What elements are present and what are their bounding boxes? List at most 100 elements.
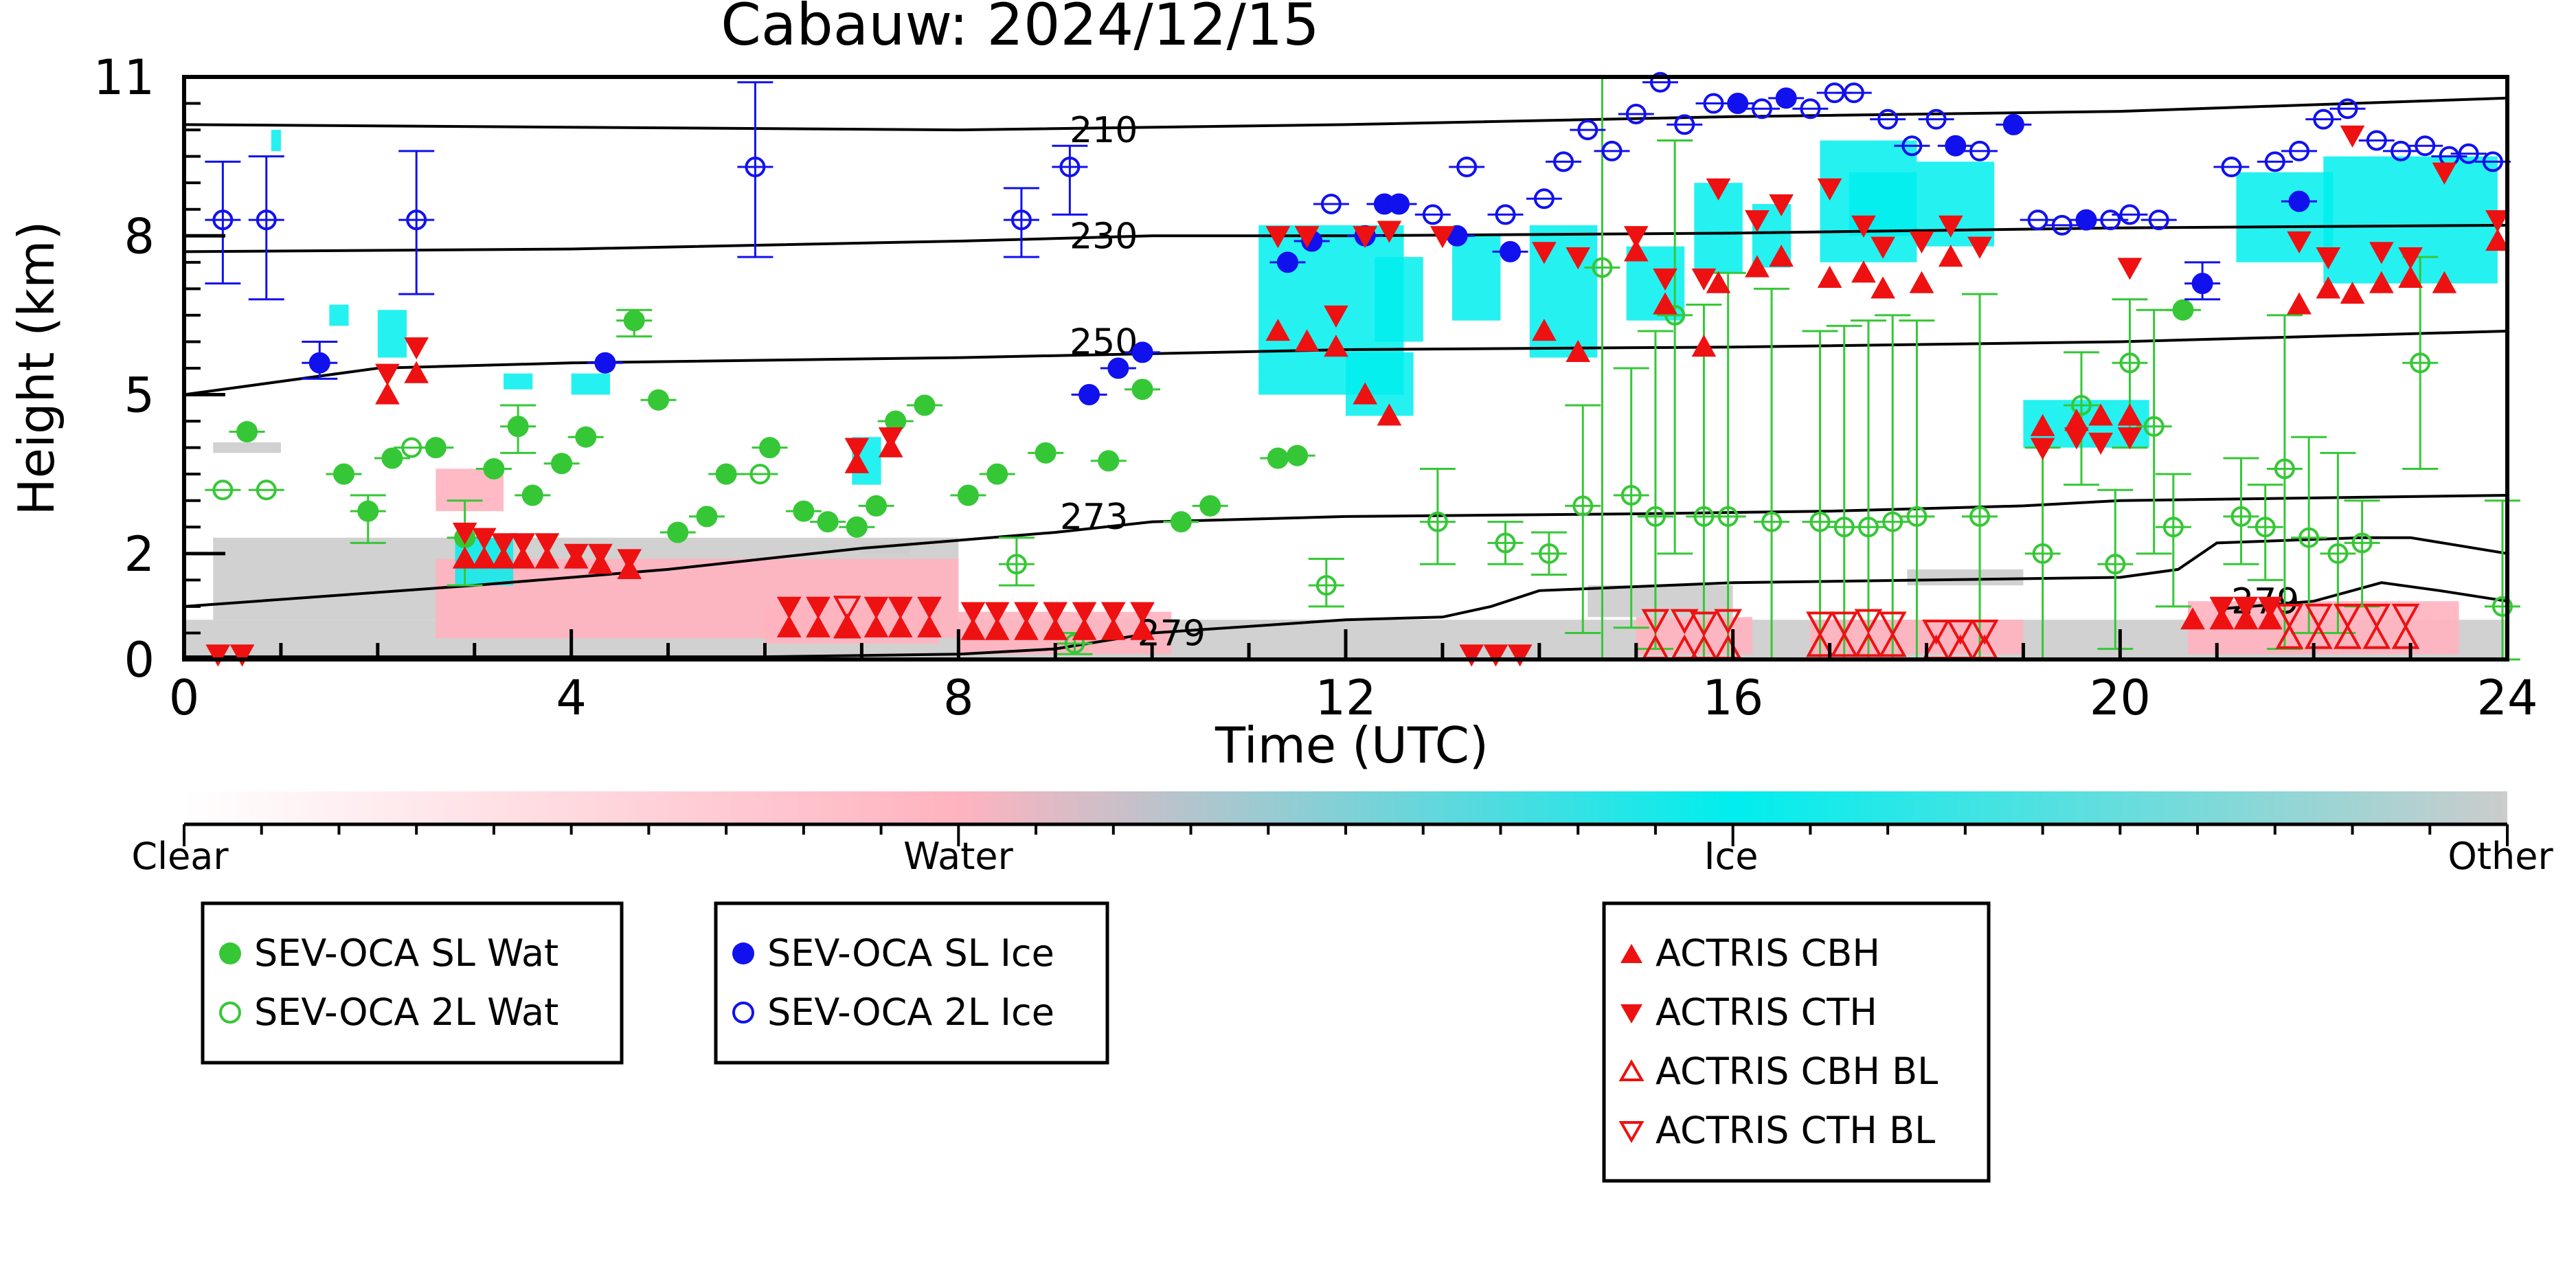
actris-cbh-point bbox=[2180, 607, 2205, 630]
sev-oca-2l-ice-point bbox=[1533, 188, 1555, 210]
sev-oca-2l-ice-point bbox=[2390, 140, 2411, 161]
sev-oca-2l-wat-point bbox=[1645, 506, 1666, 527]
actris-cbh-point bbox=[1100, 618, 1126, 640]
actris-cbh-point bbox=[404, 361, 429, 383]
actris-cth-bl-point bbox=[1946, 620, 1975, 645]
actris-cth-point bbox=[452, 522, 477, 545]
sev-oca-sl-wat-point bbox=[521, 484, 543, 506]
actris-cth-point bbox=[1851, 215, 1876, 238]
actris-cbh-point bbox=[1130, 618, 1155, 640]
sev-oca-2l-wat-point bbox=[2032, 543, 2053, 564]
actris-cbh-point bbox=[1623, 239, 1649, 262]
actris-cth-point bbox=[1507, 644, 1533, 667]
actris-cth-bl-point bbox=[1970, 620, 1999, 645]
sev-oca-2l-wat-point bbox=[1064, 633, 1085, 654]
legend-label-2l-ice: SEV-OCA 2L Ice bbox=[767, 991, 1054, 1034]
sev-oca-sl-ice-point bbox=[1500, 240, 1522, 262]
actris-cth-point bbox=[2398, 247, 2423, 270]
sev-oca-2l-ice-point bbox=[256, 210, 277, 231]
actris-cbh-point bbox=[375, 382, 400, 405]
legends: SEV-OCA SL Wat SEV-OCA 2L Wat SEV-OCA SL… bbox=[201, 901, 1991, 1183]
sev-oca-2l-wat-point bbox=[1809, 511, 1831, 532]
sev-oca-2l-wat-point bbox=[1664, 304, 1686, 326]
legend-marker-cbh-bl bbox=[1618, 1059, 1645, 1081]
actris-cth-point bbox=[2233, 596, 2259, 619]
y-tick-label: 0 bbox=[124, 632, 155, 688]
actris-cbh-point bbox=[984, 618, 1010, 640]
actris-cth-point bbox=[2088, 432, 2113, 455]
actris-cth-point bbox=[617, 549, 642, 572]
actris-cbh-point bbox=[844, 451, 870, 473]
actris-cbh-bl-point bbox=[1806, 631, 1834, 657]
actris-cth-point bbox=[863, 596, 889, 619]
actris-cbh-point bbox=[1377, 403, 1402, 426]
legend-label-cbh: ACTRIS CBH bbox=[1656, 931, 1880, 975]
colorbar-label-other: Other bbox=[2448, 835, 2553, 878]
sev-oca-sl-ice-point bbox=[1775, 87, 1797, 109]
sev-oca-sl-wat-point bbox=[817, 511, 839, 533]
sev-oca-2l-wat-point bbox=[2255, 517, 2276, 538]
sev-oca-sl-wat-point bbox=[957, 484, 979, 506]
actris-cth-bl-point bbox=[833, 596, 861, 622]
sev-oca-sl-wat-point bbox=[1131, 379, 1153, 400]
actris-cbh-point bbox=[1014, 618, 1039, 640]
sev-oca-2l-ice-point bbox=[745, 157, 766, 178]
series-layer bbox=[205, 71, 2520, 667]
colorbar-ticks bbox=[183, 824, 2509, 846]
sev-oca-sl-wat-point bbox=[1267, 447, 1289, 469]
legend-ice-frame bbox=[714, 901, 1109, 1065]
actris-cth-point bbox=[1130, 602, 1155, 624]
plot-area: 210230250273279279 bbox=[182, 71, 2520, 667]
legend-label-sl-wat: SEV-OCA SL Wat bbox=[254, 931, 558, 975]
sev-oca-2l-wat-point bbox=[2119, 352, 2140, 374]
sev-oca-2l-ice-point bbox=[1751, 98, 1772, 120]
actris-cth-point bbox=[1014, 602, 1039, 624]
sev-oca-2l-ice-point bbox=[2100, 210, 2121, 231]
sev-oca-2l-wat-point bbox=[401, 437, 422, 458]
actris-cbh-point bbox=[1938, 245, 1963, 267]
sev-oca-2l-ice-point bbox=[1925, 109, 1947, 130]
sev-oca-2l-wat-point bbox=[749, 464, 771, 485]
actris-cbh-point bbox=[1691, 335, 1717, 357]
sev-oca-sl-wat-point bbox=[696, 506, 718, 528]
legend-water-frame bbox=[201, 901, 624, 1065]
x-tick-label: 16 bbox=[1702, 670, 1763, 726]
actris-cth-point bbox=[1871, 236, 1895, 259]
actris-cth-bl-point bbox=[1854, 609, 1883, 635]
sev-oca-2l-ice-point bbox=[2119, 204, 2140, 225]
sev-oca-2l-wat-point bbox=[2298, 527, 2320, 548]
actris-cbh-point bbox=[776, 615, 802, 637]
sev-oca-2l-ice-point bbox=[1800, 98, 1821, 120]
actris-cbh-point bbox=[534, 546, 560, 569]
colorbar-label-ice: Ice bbox=[1704, 835, 1759, 878]
sev-oca-2l-wat-point bbox=[1006, 554, 1027, 575]
actris-cbh-point bbox=[917, 615, 942, 637]
actris-cbh-point bbox=[1851, 260, 1876, 283]
actris-cth-point bbox=[1100, 602, 1126, 624]
sev-oca-2l-wat-point bbox=[2230, 506, 2252, 527]
mask-region-other bbox=[1907, 569, 2024, 586]
sev-oca-sl-wat-point bbox=[986, 463, 1008, 485]
sev-oca-sl-wat-point bbox=[1287, 444, 1309, 466]
actris-cth-point bbox=[491, 533, 516, 556]
actris-cbh-bl-point bbox=[2391, 624, 2420, 649]
sev-oca-2l-ice-point bbox=[2366, 130, 2387, 151]
mask-region-ice bbox=[329, 304, 349, 326]
sev-oca-2l-wat-point bbox=[1882, 511, 1903, 532]
actris-cth-point bbox=[1745, 210, 1770, 233]
chart-title: Cabauw: 2024/12/15 bbox=[721, 0, 1319, 58]
actris-cbh-point bbox=[1871, 276, 1895, 299]
legend-actris: ACTRIS CBH ACTRIS CTH ACTRIS CBH BL ACTR… bbox=[1602, 901, 1991, 1183]
actris-cbh-point bbox=[2117, 403, 2143, 426]
sev-oca-2l-ice-point bbox=[2051, 214, 2072, 236]
x-tick-label: 4 bbox=[556, 670, 587, 726]
actris-cbh-point bbox=[806, 615, 831, 637]
sev-oca-2l-ice-point bbox=[2458, 143, 2479, 164]
sev-oca-2l-ice-point bbox=[1601, 140, 1623, 161]
actris-cbh-point bbox=[2316, 276, 2341, 299]
actris-cbh-point bbox=[1769, 245, 1794, 267]
actris-cbh-point bbox=[863, 615, 889, 637]
mask-region-ice bbox=[1375, 257, 1423, 342]
actris-cth-point bbox=[2117, 258, 2143, 280]
actris-cbh-point bbox=[452, 546, 477, 569]
